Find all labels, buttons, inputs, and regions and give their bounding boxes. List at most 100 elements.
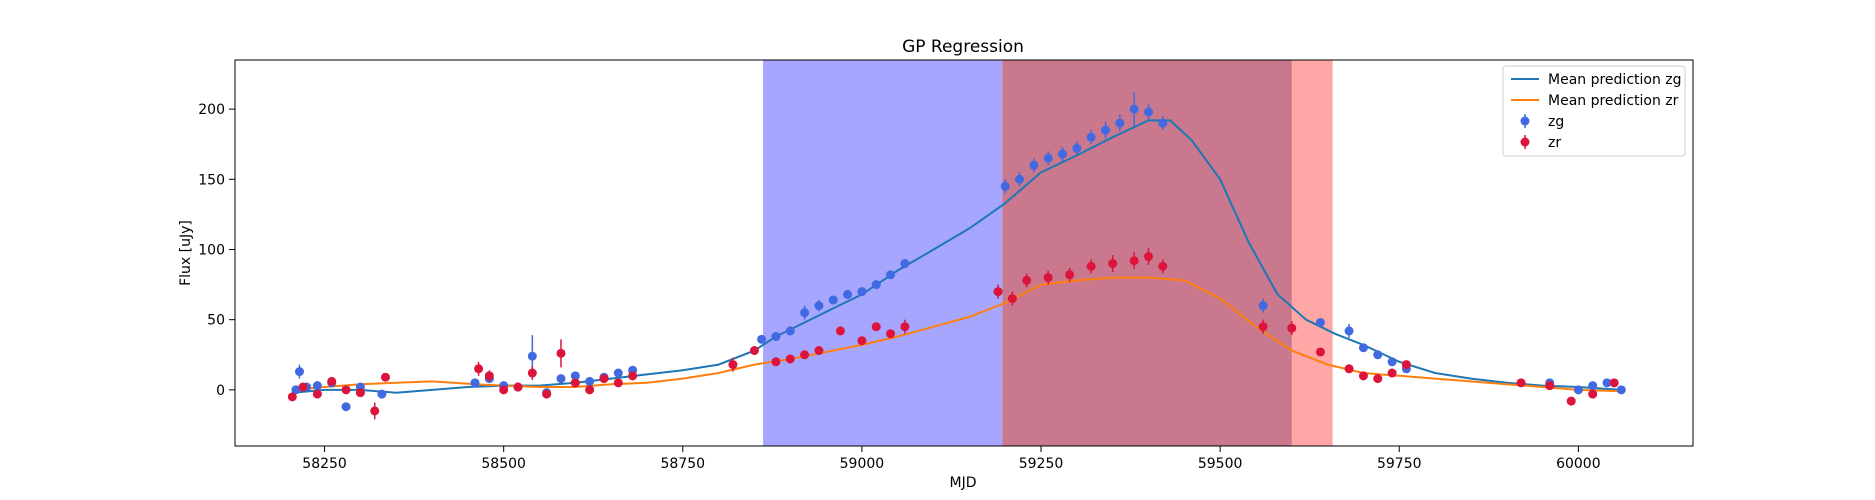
legend-label: zr xyxy=(1548,135,1561,151)
data-point xyxy=(1387,368,1397,378)
data-point xyxy=(377,389,387,399)
y-tick-label: 200 xyxy=(198,102,225,118)
data-point xyxy=(1143,252,1153,262)
data-point xyxy=(628,371,638,381)
data-point xyxy=(993,287,1003,297)
data-point xyxy=(527,351,537,361)
data-point xyxy=(757,334,767,344)
data-point xyxy=(312,381,322,391)
data-point xyxy=(1022,275,1032,285)
legend-marker-swatch xyxy=(1520,137,1530,147)
data-point xyxy=(1287,323,1297,333)
data-point xyxy=(1158,261,1168,271)
data-point xyxy=(749,346,759,356)
data-point xyxy=(556,374,566,384)
data-point xyxy=(1344,364,1354,374)
data-point xyxy=(1358,343,1368,353)
data-point xyxy=(291,385,301,395)
data-point xyxy=(1000,181,1010,191)
data-point xyxy=(1315,347,1325,357)
shaded-region-2 xyxy=(1291,60,1333,446)
data-point xyxy=(613,368,623,378)
data-point xyxy=(294,367,304,377)
data-point xyxy=(1373,350,1383,360)
shaded-region-0 xyxy=(763,60,1003,446)
data-point xyxy=(1315,317,1325,327)
data-point xyxy=(1043,273,1053,283)
data-point xyxy=(341,385,351,395)
data-point xyxy=(814,346,824,356)
data-point xyxy=(312,389,322,399)
x-tick-label: 59500 xyxy=(1198,456,1243,472)
data-point xyxy=(1401,360,1411,370)
data-point xyxy=(613,378,623,388)
data-point xyxy=(900,259,910,269)
plot-area xyxy=(287,60,1626,446)
data-point xyxy=(1516,378,1526,388)
data-point xyxy=(1101,125,1111,135)
data-point xyxy=(513,382,523,392)
data-point xyxy=(1358,371,1368,381)
data-point xyxy=(900,322,910,332)
data-point xyxy=(1258,322,1268,332)
data-point xyxy=(828,295,838,305)
data-point xyxy=(556,348,566,358)
y-axis: 0 50 100 150 200 xyxy=(198,102,235,399)
data-point xyxy=(886,329,896,339)
data-point xyxy=(871,280,881,290)
data-point xyxy=(857,287,867,297)
x-tick-label: 58500 xyxy=(481,456,526,472)
data-point xyxy=(1086,132,1096,142)
data-point xyxy=(499,385,509,395)
data-point xyxy=(1072,143,1082,153)
legend: Mean prediction zg Mean prediction zr zg zr xyxy=(1502,65,1686,157)
data-point xyxy=(1058,149,1068,159)
legend-box xyxy=(1502,65,1686,157)
data-point xyxy=(570,371,580,381)
x-tick-label: 60000 xyxy=(1556,456,1601,472)
data-point xyxy=(298,382,308,392)
legend-label: zg xyxy=(1548,114,1564,130)
data-point xyxy=(474,364,484,374)
data-point xyxy=(355,388,365,398)
legend-label: Mean prediction zr xyxy=(1548,93,1679,109)
y-tick-label: 0 xyxy=(216,383,225,399)
legend-label: Mean prediction zg xyxy=(1548,72,1682,88)
data-point xyxy=(1545,381,1555,391)
data-point xyxy=(800,308,810,318)
data-point xyxy=(1344,326,1354,336)
data-point xyxy=(1115,118,1125,128)
x-axis: 58250 58500 58750 59000 59250 59500 59750 60000 xyxy=(302,446,1601,472)
data-point xyxy=(800,350,810,360)
plot-frame xyxy=(234,59,1694,447)
data-point xyxy=(1007,294,1017,304)
data-point xyxy=(570,378,580,388)
data-point xyxy=(1566,396,1576,406)
series-line-1 xyxy=(292,276,1622,393)
data-point xyxy=(785,326,795,336)
data-point xyxy=(599,374,609,384)
x-tick-label: 58750 xyxy=(661,456,706,472)
data-point xyxy=(814,301,824,311)
data-point xyxy=(1258,301,1268,311)
data-point xyxy=(341,402,351,412)
y-tick-label: 50 xyxy=(207,313,225,329)
data-point xyxy=(857,336,867,346)
data-point xyxy=(785,354,795,364)
data-point xyxy=(1065,270,1075,280)
data-point xyxy=(728,360,738,370)
x-tick-label: 58250 xyxy=(302,456,347,472)
data-point xyxy=(370,406,380,416)
data-point xyxy=(871,322,881,332)
data-point xyxy=(771,332,781,342)
x-tick-label: 59250 xyxy=(1019,456,1064,472)
data-point xyxy=(1373,374,1383,384)
data-point xyxy=(1616,385,1626,395)
data-point xyxy=(1143,107,1153,117)
data-point xyxy=(1158,118,1168,128)
data-point xyxy=(1573,385,1583,395)
data-point xyxy=(327,376,337,386)
data-point xyxy=(1588,389,1598,399)
x-tick-label: 59750 xyxy=(1377,456,1422,472)
